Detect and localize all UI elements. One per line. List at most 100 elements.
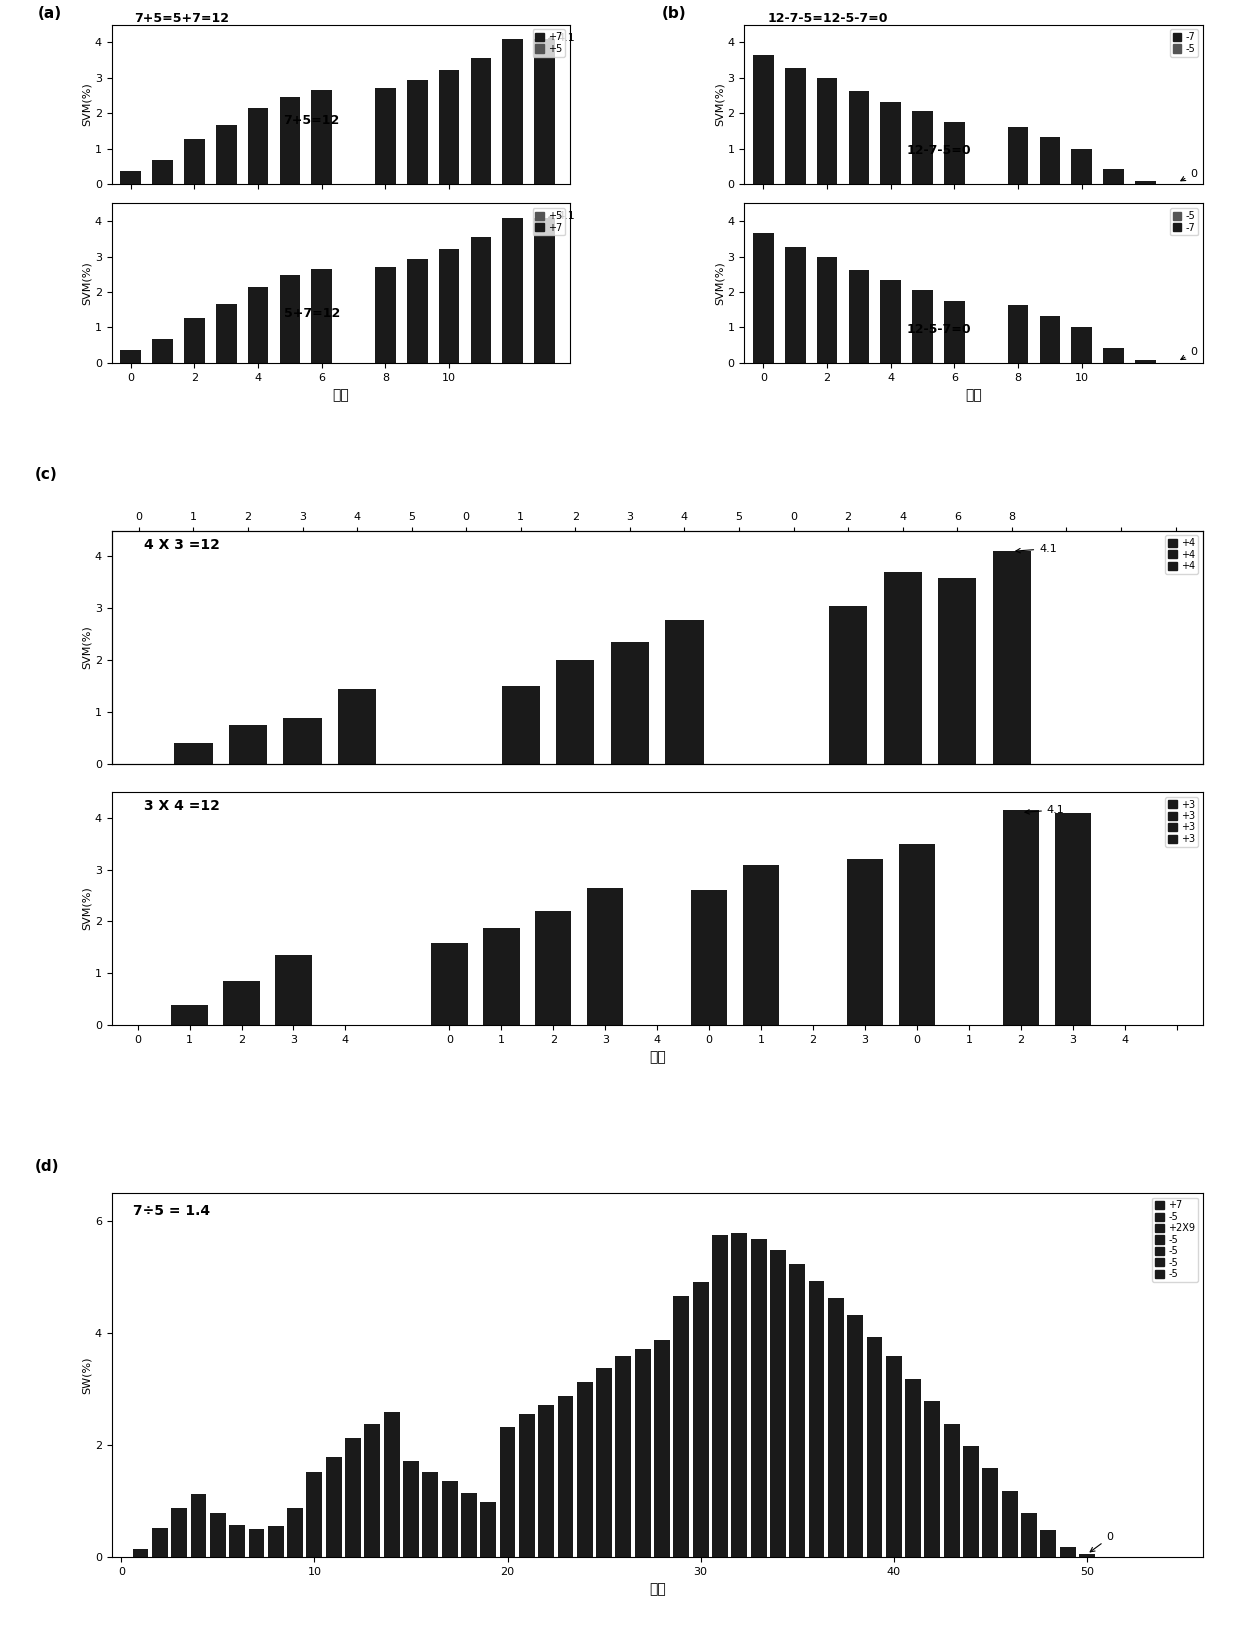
Text: (d): (d) <box>35 1159 60 1174</box>
Bar <box>407 80 428 184</box>
Bar <box>345 1437 361 1557</box>
Text: 7÷5 = 1.4: 7÷5 = 1.4 <box>134 1203 211 1218</box>
Bar <box>963 1446 978 1557</box>
Y-axis label: SVM(%): SVM(%) <box>82 626 92 669</box>
Bar <box>374 89 396 184</box>
Bar <box>223 982 259 1024</box>
Bar <box>808 1282 825 1557</box>
Bar <box>635 1349 651 1557</box>
Bar <box>693 1282 708 1557</box>
Bar <box>1008 305 1028 362</box>
Bar <box>830 606 867 764</box>
X-axis label: 数值: 数值 <box>965 388 982 402</box>
Bar <box>171 1005 208 1024</box>
Text: 0: 0 <box>1180 169 1197 180</box>
Bar <box>534 39 556 184</box>
X-axis label: 数值: 数值 <box>649 1051 666 1064</box>
X-axis label: 数值: 数值 <box>649 1582 666 1596</box>
Bar <box>471 238 491 362</box>
Bar <box>884 572 921 764</box>
Bar <box>268 1526 284 1557</box>
Bar <box>484 928 520 1024</box>
Text: 4 X 3 =12: 4 X 3 =12 <box>144 538 221 552</box>
Text: (b): (b) <box>662 7 687 21</box>
Bar <box>439 249 460 362</box>
Text: 12-5-7=0: 12-5-7=0 <box>906 323 971 336</box>
Bar <box>817 77 837 184</box>
Bar <box>279 275 300 362</box>
Bar <box>229 724 267 764</box>
Bar <box>848 270 869 362</box>
Bar <box>248 287 268 362</box>
Bar <box>615 1357 631 1557</box>
Bar <box>790 1264 805 1557</box>
Bar <box>993 551 1030 764</box>
Bar <box>944 1424 960 1557</box>
Text: (a): (a) <box>38 7 62 21</box>
Bar <box>423 1472 438 1557</box>
Bar <box>577 1382 593 1557</box>
Bar <box>770 1251 786 1557</box>
Bar <box>1021 1513 1037 1557</box>
Bar <box>587 888 624 1024</box>
Bar <box>216 303 237 362</box>
Bar <box>732 1233 748 1557</box>
Bar <box>153 1528 167 1557</box>
Text: 3 X 4 =12: 3 X 4 =12 <box>144 798 221 813</box>
Bar <box>982 1469 998 1557</box>
Bar <box>557 661 594 764</box>
Bar <box>712 1234 728 1557</box>
Bar <box>880 280 901 362</box>
Bar <box>275 956 311 1024</box>
Text: (c): (c) <box>35 467 58 482</box>
Bar <box>502 687 539 764</box>
Bar <box>1055 813 1091 1024</box>
Bar <box>175 742 212 764</box>
Bar <box>867 1337 883 1557</box>
Bar <box>374 267 396 362</box>
Bar <box>326 1457 342 1557</box>
Bar <box>153 339 172 362</box>
Text: 4.1: 4.1 <box>548 211 575 221</box>
Legend: -5, -7: -5, -7 <box>1169 208 1198 236</box>
Bar <box>518 1414 534 1557</box>
Bar <box>365 1424 381 1557</box>
Legend: +3, +3, +3, +3: +3, +3, +3, +3 <box>1166 797 1198 847</box>
Bar <box>848 90 869 184</box>
Bar <box>1039 316 1060 362</box>
Bar <box>899 844 935 1024</box>
Bar <box>439 70 460 184</box>
Bar <box>1135 182 1156 184</box>
Bar <box>913 290 932 362</box>
Bar <box>905 1378 921 1557</box>
Bar <box>538 1405 554 1557</box>
Legend: -7, -5: -7, -5 <box>1169 30 1198 57</box>
Bar <box>500 1428 516 1557</box>
Bar <box>403 1460 419 1557</box>
Bar <box>743 865 779 1024</box>
Bar <box>1039 138 1060 184</box>
Bar <box>536 911 572 1024</box>
X-axis label: 数值: 数值 <box>332 388 350 402</box>
Bar <box>461 1493 477 1557</box>
Y-axis label: SW(%): SW(%) <box>82 1355 92 1393</box>
Bar <box>306 1472 322 1557</box>
Bar <box>284 718 321 764</box>
Bar <box>847 859 883 1024</box>
Bar <box>1071 328 1092 362</box>
Bar <box>120 170 141 184</box>
Bar <box>279 97 300 184</box>
Bar <box>753 233 774 362</box>
Bar <box>502 39 523 184</box>
Bar <box>1071 149 1092 184</box>
Text: 12-7-5=12-5-7=0: 12-7-5=12-5-7=0 <box>768 11 888 25</box>
Text: 0: 0 <box>1090 1532 1114 1552</box>
Bar <box>229 1524 246 1557</box>
Bar <box>248 108 268 184</box>
Bar <box>471 59 491 184</box>
Bar <box>885 1357 901 1557</box>
Legend: +7, -5, +2X9, -5, -5, -5, -5: +7, -5, +2X9, -5, -5, -5, -5 <box>1152 1198 1198 1282</box>
Bar <box>534 218 556 362</box>
Legend: +7, +5: +7, +5 <box>532 30 565 57</box>
Bar <box>480 1501 496 1557</box>
